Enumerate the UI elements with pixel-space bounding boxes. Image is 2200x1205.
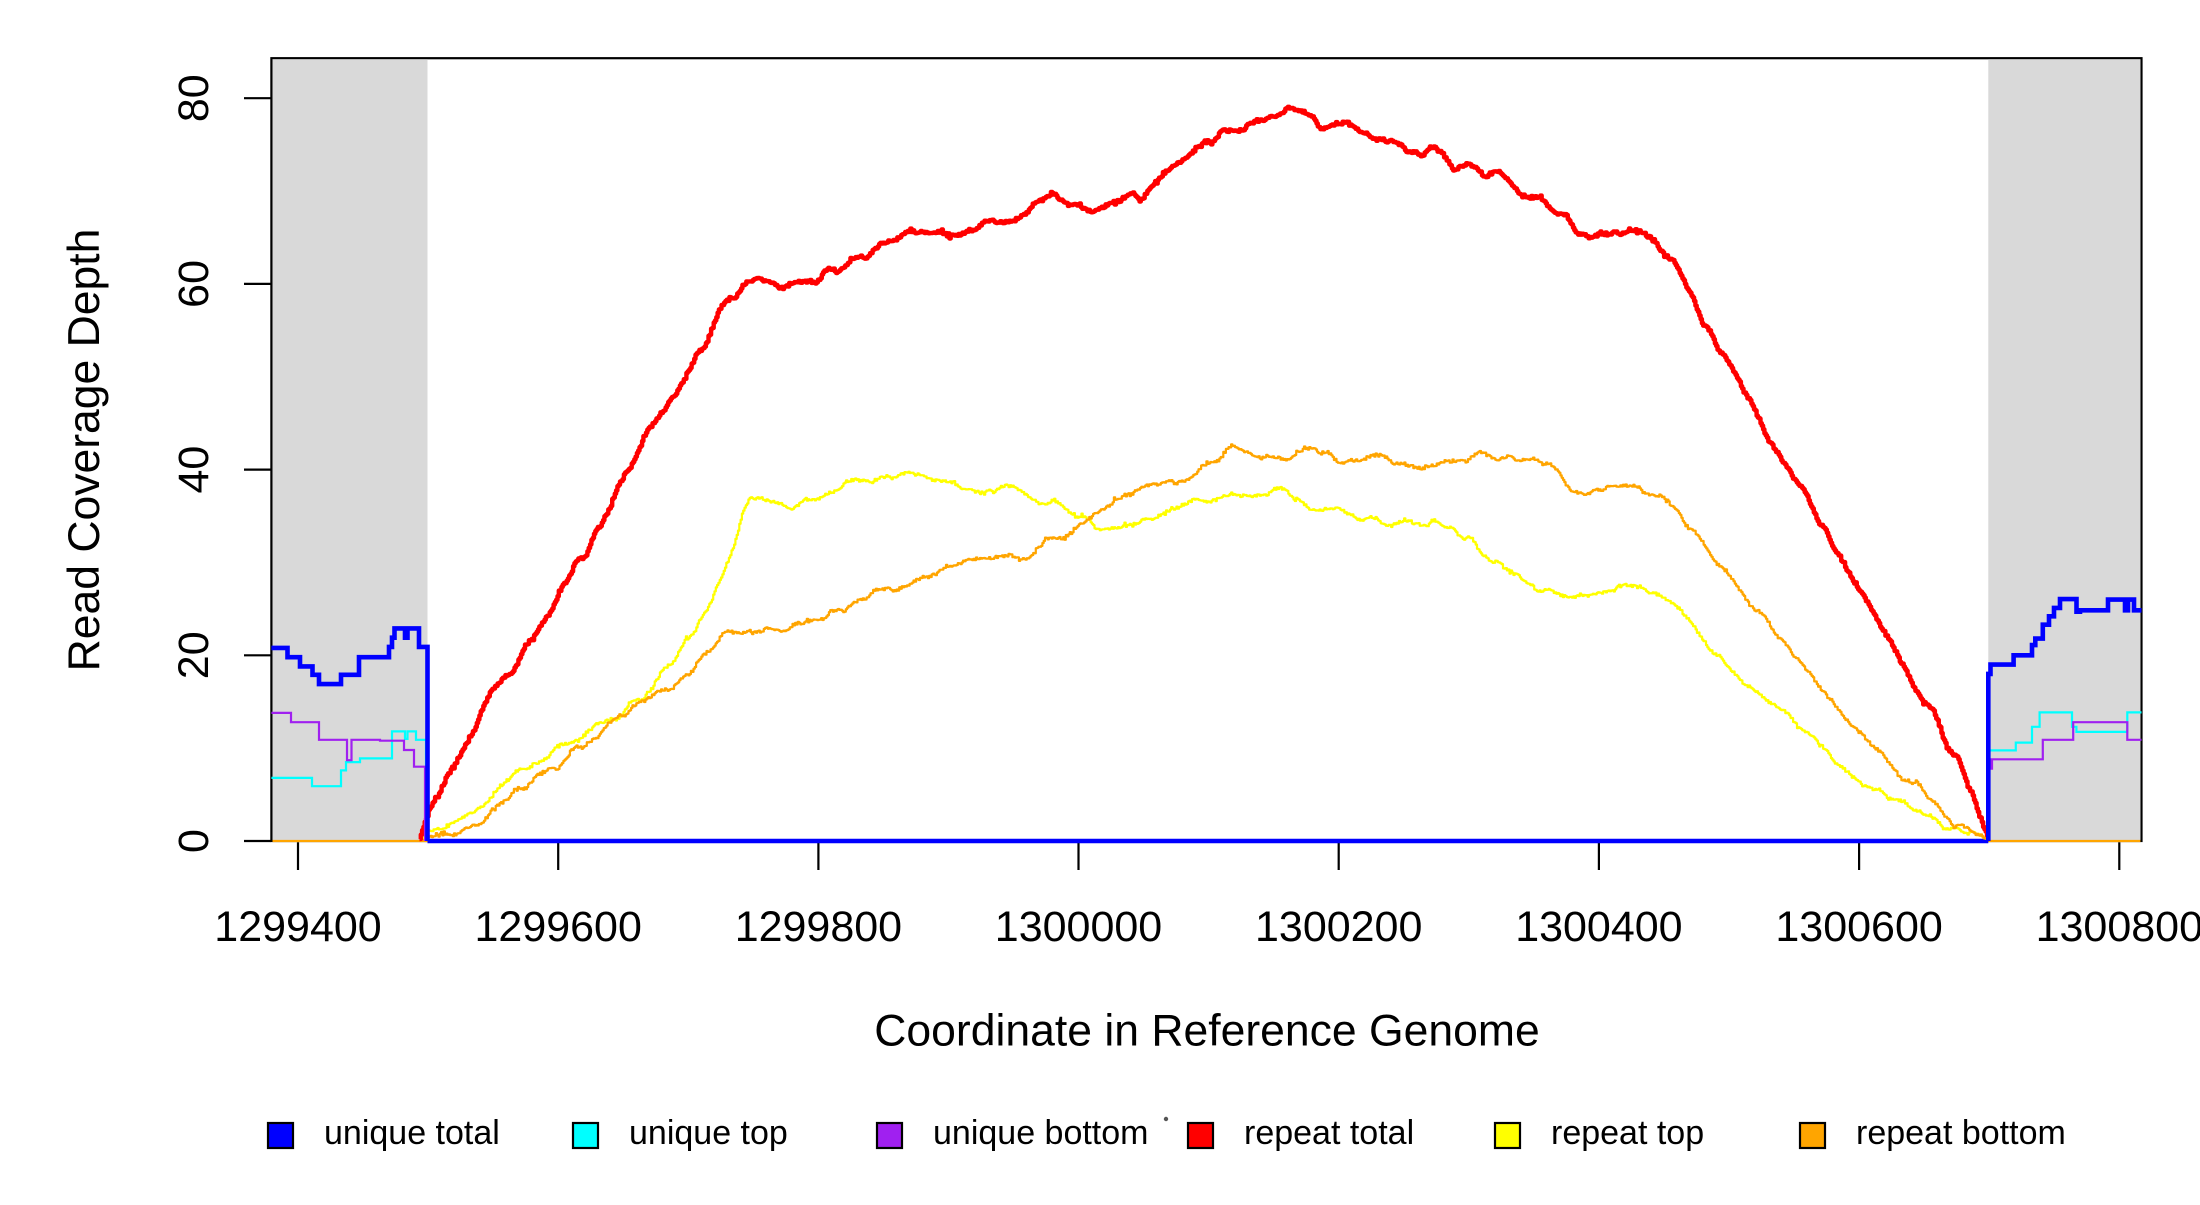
svg-text:Read Coverage Depth: Read Coverage Depth (60, 229, 109, 672)
svg-text:unique total: unique total (324, 1114, 500, 1152)
svg-text:0: 0 (170, 829, 218, 853)
svg-text:1300000: 1300000 (995, 903, 1162, 951)
svg-text:1300600: 1300600 (1775, 903, 1942, 951)
svg-text:80: 80 (170, 74, 218, 122)
svg-text:40: 40 (170, 446, 218, 494)
svg-text:1300400: 1300400 (1515, 903, 1682, 951)
svg-text:1299600: 1299600 (474, 903, 641, 951)
svg-text:repeat total: repeat total (1244, 1114, 1414, 1152)
svg-text:20: 20 (170, 631, 218, 679)
svg-text:1299400: 1299400 (214, 903, 381, 951)
svg-text:1300200: 1300200 (1255, 903, 1422, 951)
svg-text:60: 60 (170, 260, 218, 308)
svg-text:unique top: unique top (629, 1114, 788, 1152)
svg-text:repeat bottom: repeat bottom (1856, 1114, 2066, 1152)
svg-text:repeat top: repeat top (1551, 1114, 1704, 1152)
svg-text:unique bottom: unique bottom (933, 1114, 1149, 1152)
svg-text:Coordinate in Reference Genome: Coordinate in Reference Genome (874, 1007, 1539, 1056)
svg-text:1300800: 1300800 (2036, 903, 2200, 951)
svg-text:1299800: 1299800 (735, 903, 902, 951)
